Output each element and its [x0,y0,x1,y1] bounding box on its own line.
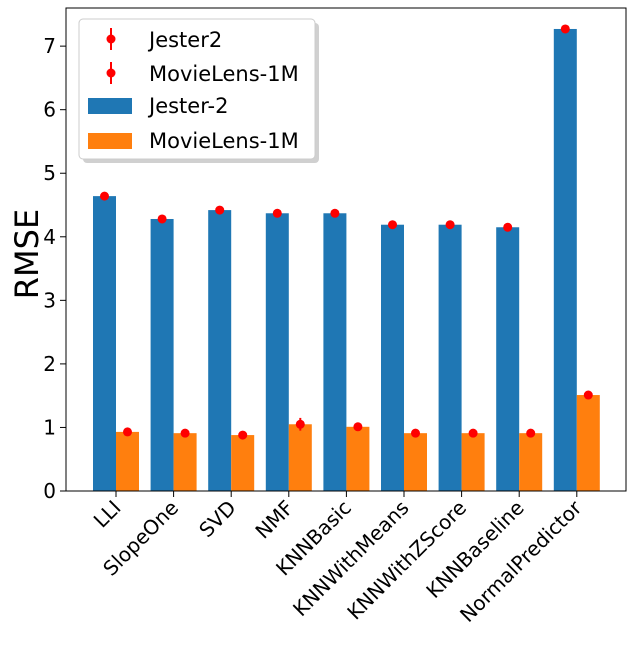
legend-label: MovieLens-1M [149,62,299,86]
bar-jester-2-svd [208,210,232,491]
bar-movielens-1m-svd [231,435,255,491]
bar-jester-2-knnbasic [323,213,347,491]
legend-entry-movielens-bar: MovieLens-1M [88,129,299,153]
errorbar-marker-jester2-lli [100,191,109,201]
legend-marker-icon [106,68,116,78]
y-tick-label: 4 [43,225,56,249]
y-axis-label: RMSE [8,209,46,299]
x-tick-label-nmf: NMF [250,496,298,544]
y-tick-label: 0 [43,479,56,503]
bar-movielens-1m-knnbasic [346,426,370,491]
bar-jester-2-lli [93,196,116,491]
bar-movielens-1m-knnbaseline [519,433,543,491]
errorbar-marker-movielens-1m-normalpredictor [583,390,593,400]
y-tick-label: 1 [43,415,56,439]
errorbar-marker-jester2-knnwithmeans [388,220,397,230]
legend-entry-jester-2-bar: Jester-2 [88,94,228,118]
bar-movielens-1m-knnwithmeans [404,433,427,491]
bar-movielens-1m-slopeone [173,433,197,491]
bar-movielens-1m-nmf [288,424,312,491]
legend-swatch-blue [88,98,132,114]
legend-label: Jester-2 [147,94,228,118]
errorbar-marker-movielens-1m-lli [123,427,132,437]
bar-jester-2-nmf [265,213,289,491]
errorbar-marker-movielens-1m-knnwithmeans [411,428,420,438]
legend-label: MovieLens-1M [149,129,299,153]
x-tick-label-svd: SVD [194,496,241,543]
bar-jester-2-knnwithmeans [381,224,404,491]
errorbar-marker-movielens-1m-nmf [295,419,305,429]
y-tick-label: 6 [43,98,56,122]
bars-layer [93,28,600,492]
errorbar-marker-jester2-normalpredictor [560,24,570,34]
y-axis: 0 1 2 3 4 5 6 7 [43,34,66,503]
errorbar-marker-jester2-svd [215,205,225,215]
bar-jester-2-slopeone [150,218,174,492]
bar-movielens-1m-normalpredictor [576,395,600,491]
legend-label: Jester2 [147,28,222,52]
errorbar-marker-jester2-nmf [272,208,282,218]
errorbar-marker-movielens-1m-svd [238,430,248,440]
errorbar-marker-jester2-knnwithzscore [445,220,455,230]
errorbar-marker-movielens-1m-knnbaseline [526,428,536,438]
errorbar-layer [100,24,593,440]
bar-jester-2-normalpredictor [553,28,577,491]
bar-movielens-1m-knnwithzscore [461,433,485,491]
y-tick-label: 7 [43,34,56,58]
legend-swatch-orange [88,133,132,149]
errorbar-marker-jester2-slopeone [157,214,167,224]
errorbar-marker-jester2-knnbaseline [503,222,513,232]
legend: Jester2 MovieLens-1M Jester-2 MovieLens-… [78,18,319,163]
bar-jester-2-knnbaseline [496,227,520,491]
y-tick-label: 5 [43,161,56,185]
legend-box [78,18,316,160]
errorbar-marker-movielens-1m-knnbasic [353,422,363,432]
y-tick-label: 2 [43,352,56,376]
bar-movielens-1m-lli [116,431,139,491]
errorbar-marker-jester2-knnbasic [330,208,340,218]
y-tick-label: 3 [43,288,56,312]
errorbar-marker-movielens-1m-slopeone [180,428,190,438]
legend-marker-icon [106,34,116,44]
x-tick-label-lli: LLI [89,496,126,533]
legend-entry-movielens-errorbar: MovieLens-1M [106,62,299,86]
bar-jester-2-knnwithzscore [438,224,462,491]
errorbar-marker-movielens-1m-knnwithzscore [468,428,478,438]
legend-entry-jester2-errorbar: Jester2 [106,28,222,52]
